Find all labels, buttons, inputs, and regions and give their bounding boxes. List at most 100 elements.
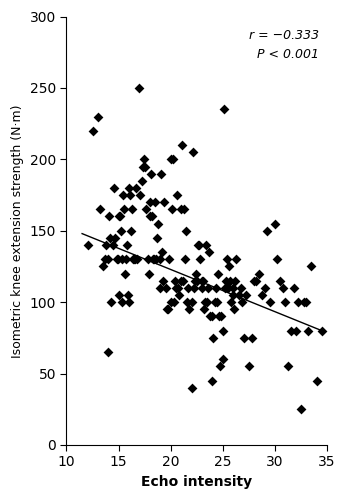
Point [230,291,236,299]
Point [192,276,197,284]
Point [189,298,194,306]
Point [208,312,213,320]
Point [184,227,189,235]
Point [196,241,202,249]
Point [230,284,236,292]
Point [173,284,179,292]
Point [138,191,143,199]
Point [170,156,176,164]
Point [164,306,169,314]
Point [295,298,301,306]
Point [163,284,168,292]
Point [202,298,208,306]
Text: r = −0.333
P < 0.001: r = −0.333 P < 0.001 [249,30,319,62]
Point [183,256,188,264]
Point [148,170,154,177]
Point [262,284,267,292]
Point [232,276,238,284]
Point [139,177,144,185]
Point [122,270,128,278]
Point [179,141,185,149]
Point [231,306,237,314]
Point [108,234,113,242]
Point [100,262,106,270]
Point [246,362,252,370]
Point [193,270,198,278]
Point [178,276,184,284]
Point [249,334,255,342]
Point [210,312,215,320]
Point [319,326,325,334]
Point [278,276,283,284]
Point [158,256,163,264]
Point [126,298,132,306]
Point [114,256,119,264]
Point [199,276,205,284]
Point [200,276,206,284]
Point [111,241,116,249]
Point [135,256,140,264]
Point [225,284,231,292]
Point [95,112,101,120]
Point [220,356,226,364]
Point [215,270,220,278]
Point [199,284,205,292]
Point [309,262,314,270]
Point [153,256,159,264]
Point [159,170,164,177]
Point [102,256,108,264]
Point [86,241,91,249]
Point [112,184,117,192]
Point [158,284,163,292]
Point [211,334,216,342]
Y-axis label: Isometric knee extension strength (N·m): Isometric knee extension strength (N·m) [11,104,24,358]
Point [127,191,133,199]
Point [194,276,200,284]
Point [128,227,134,235]
Point [293,326,299,334]
Point [109,298,114,306]
Point [283,298,288,306]
Point [168,156,174,164]
Point [137,84,142,92]
Point [97,206,103,214]
Point [298,405,304,413]
X-axis label: Echo intensity: Echo intensity [141,475,252,489]
Point [236,291,241,299]
Point [155,220,161,228]
Point [288,326,294,334]
Point [175,284,181,292]
Point [227,276,233,284]
Point [264,227,269,235]
Point [145,256,151,264]
Point [220,326,226,334]
Point [121,206,127,214]
Point [147,198,153,206]
Point [216,312,221,320]
Point [234,256,239,264]
Point [206,248,212,256]
Point [241,334,246,342]
Point [105,256,111,264]
Point [120,191,126,199]
Point [291,284,297,292]
Point [117,212,122,220]
Point [119,256,125,264]
Point [218,312,223,320]
Point [161,276,166,284]
Point [165,306,170,314]
Point [281,284,286,292]
Point [149,212,155,220]
Point [171,298,177,306]
Point [140,162,145,170]
Point [187,306,192,314]
Point [197,256,203,264]
Point [168,298,174,306]
Point [169,206,175,214]
Point [150,256,156,264]
Point [142,162,147,170]
Point [119,298,125,306]
Point [143,206,149,214]
Point [243,291,248,299]
Point [152,198,158,206]
